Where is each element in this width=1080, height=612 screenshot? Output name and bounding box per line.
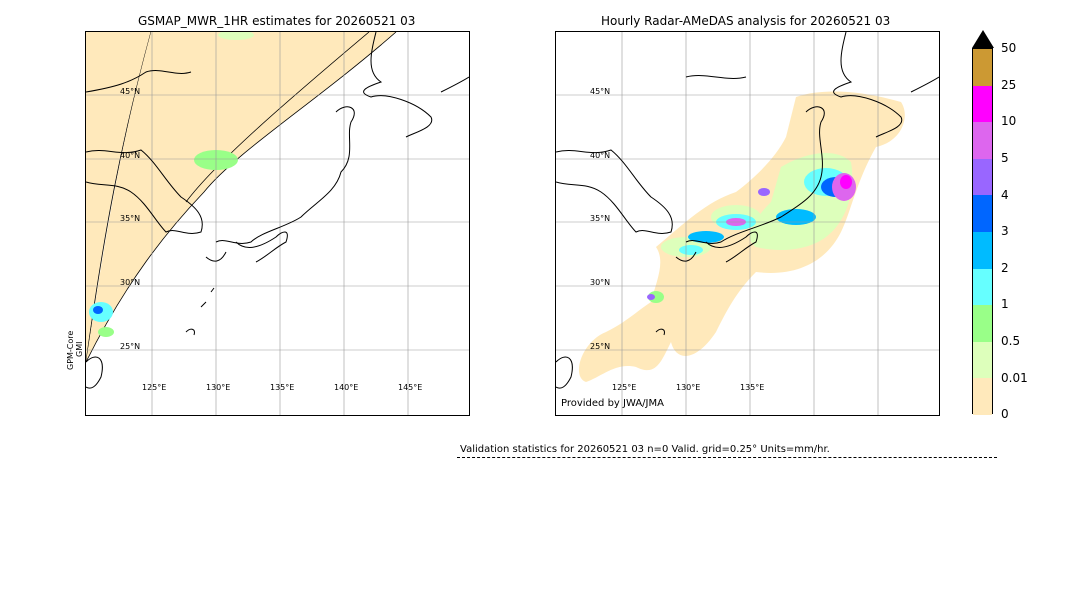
colorbar-tick-50: 50 [1001,41,1017,55]
left-map: 45°N 40°N 35°N 30°N 25°N 125°E 130°E 135… [85,31,470,416]
colorbar-tick-10: 10 [1001,114,1017,128]
colorbar [972,48,993,415]
colorbar-tick-0: 0 [1001,407,1009,421]
colorbar-seg-001-05 [973,341,992,379]
lon-label-130: 130°E [206,383,231,392]
rain-patch [98,327,114,337]
lon-label-140: 140°E [334,383,359,392]
validation-statistics: Validation statistics for 20260521 03 n=… [460,444,830,455]
colorbar-tick-4: 4 [1001,188,1009,202]
right-panel-title: Hourly Radar-AMeDAS analysis for 2026052… [601,14,891,28]
colorbar-seg-0-001 [973,378,992,415]
colorbar-seg-1-2 [973,268,992,306]
lon-label-135: 135°E [740,383,765,392]
colorbar-tick-3: 3 [1001,224,1009,238]
lat-label-25: 25°N [590,342,611,351]
rain-patch [218,32,254,40]
data-credit: Provided by JWA/JMA [561,398,664,409]
lat-label-40: 40°N [120,151,141,160]
validation-divider [457,457,997,458]
colorbar-tick-5: 5 [1001,151,1009,165]
left-map-svg [86,32,469,415]
lat-label-30: 30°N [590,278,611,287]
swath-edge-right2 [185,32,370,203]
lon-label-135: 135°E [270,383,295,392]
coastlines [556,32,939,389]
colorbar-tick-2: 2 [1001,261,1009,275]
coastlines [86,32,469,389]
lon-label-125: 125°E [142,383,167,392]
colorbar-tick-0.01: 0.01 [1001,371,1028,385]
graticule [556,32,939,415]
colorbar-seg-25-50 [973,49,992,86]
colorbar-tick-25: 25 [1001,78,1017,92]
lat-label-30: 30°N [120,278,141,287]
sensor-label-2: GMI [75,341,84,357]
graticule [86,32,469,415]
lon-label-130: 130°E [676,383,701,392]
lat-label-45: 45°N [120,87,141,96]
colorbar-seg-3-4 [973,195,992,232]
right-map: 45°N 40°N 35°N 30°N 25°N 125°E 130°E 135… [555,31,940,416]
lat-label-35: 35°N [120,214,141,223]
colorbar-tick-1: 1 [1001,297,1009,311]
left-panel-title: GSMAP_MWR_1HR estimates for 20260521 03 [138,14,416,28]
colorbar-seg-5-10 [973,122,992,159]
lon-label-125: 125°E [612,383,637,392]
lat-label-40: 40°N [590,151,611,160]
colorbar-seg-05-1 [973,305,992,342]
lon-label-145: 145°E [398,383,423,392]
colorbar-seg-10-25 [973,85,992,123]
coverage-fill [578,91,905,383]
colorbar-seg-2-3 [973,232,992,269]
lat-label-45: 45°N [590,87,611,96]
rain-patch [93,306,103,314]
sensor-label-1: GPM-Core [66,330,75,370]
swath-inner-fill [86,32,396,362]
swath-edge-right [86,32,397,363]
lat-label-25: 25°N [120,342,141,351]
colorbar-seg-4-5 [973,158,992,196]
right-map-svg [556,32,939,415]
colorbar-over-arrow [972,30,994,48]
lat-label-35: 35°N [590,214,611,223]
colorbar-tick-0.5: 0.5 [1001,334,1021,348]
swath-outside-fill [86,32,151,362]
